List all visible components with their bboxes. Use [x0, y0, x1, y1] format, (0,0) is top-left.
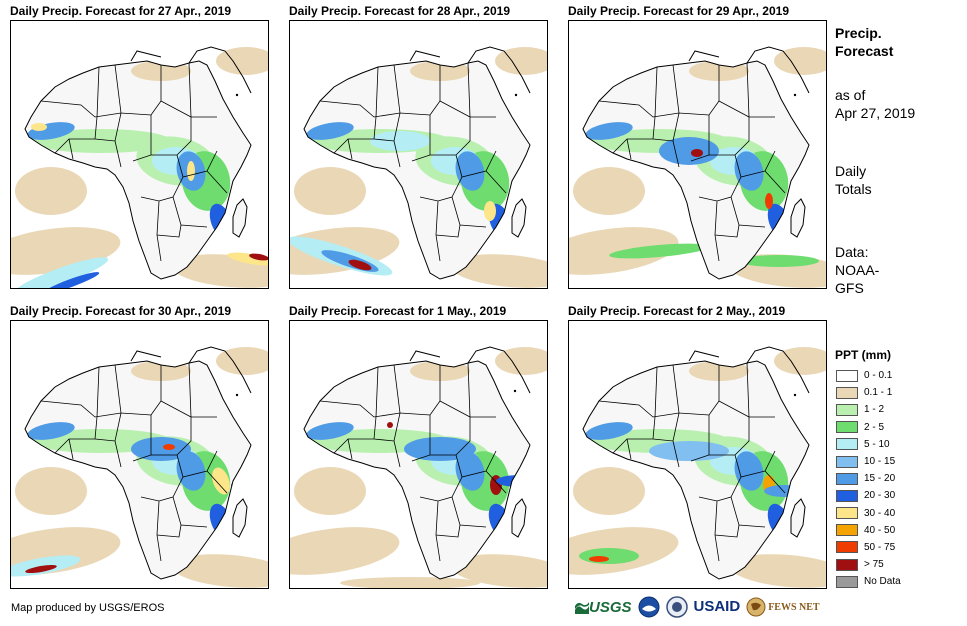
map-panel-6: [568, 320, 827, 589]
fews-logo: FEWS NET: [746, 597, 820, 617]
legend-label: 1 - 2: [864, 404, 885, 416]
africa-map: [11, 321, 268, 588]
legend-label: 30 - 40: [864, 507, 896, 519]
legend-label: 40 - 50: [864, 524, 896, 536]
noaa-logo-icon: [638, 596, 660, 618]
legend-item: No Data: [836, 573, 901, 590]
usgs-wave-icon: [575, 602, 589, 614]
panel-title-6: Daily Precip. Forecast for 2 May., 2019: [568, 304, 786, 318]
africa-map: [290, 321, 547, 588]
legend-item: 50 - 75: [836, 539, 901, 556]
africa-map: [569, 321, 826, 588]
legend-label: 0 - 0.1: [864, 370, 893, 382]
map-panel-5: [289, 320, 548, 589]
usaid-logo: USAID: [693, 598, 741, 615]
info-heading-line1: Precip.: [835, 25, 882, 41]
panel-title-5: Daily Precip. Forecast for 1 May., 2019: [289, 304, 507, 318]
legend-label: 15 - 20: [864, 473, 896, 485]
legend-label: 0.1 - 1: [864, 387, 893, 399]
africa-map: [290, 21, 547, 288]
fews-logo-text: FEWS NET: [768, 601, 820, 613]
legend-item: 10 - 15: [836, 453, 901, 470]
legend-item: 2 - 5: [836, 419, 901, 436]
legend-swatch: [836, 524, 858, 537]
legend-swatch: [836, 507, 858, 520]
legend-label: 10 - 15: [864, 456, 896, 468]
dhs-seal-icon: [665, 596, 688, 618]
legend-swatch: [836, 455, 858, 468]
africa-map: [569, 21, 826, 288]
info-data-line1: Data:: [835, 244, 869, 260]
legend-swatch: [836, 558, 858, 571]
africa-map: [11, 21, 268, 288]
legend-item: 0 - 0.1: [836, 367, 901, 384]
map-panel-1: [10, 20, 269, 289]
info-asof: as of Apr 27, 2019: [835, 86, 915, 122]
info-totals-line2: Totals: [835, 181, 872, 197]
panel-title-1: Daily Precip. Forecast for 27 Apr., 2019: [10, 4, 231, 18]
info-data-line3: GFS: [835, 280, 864, 296]
map-panel-2: [289, 20, 548, 289]
legend-item: 40 - 50: [836, 522, 901, 539]
legend-swatch: [836, 421, 858, 434]
panel-title-3: Daily Precip. Forecast for 29 Apr., 2019: [568, 4, 789, 18]
legend-swatch: [836, 369, 858, 382]
legend-label: No Data: [864, 576, 901, 588]
legend-label: > 75: [864, 559, 884, 571]
panel-title-4: Daily Precip. Forecast for 30 Apr., 2019: [10, 304, 231, 318]
legend-swatch: [836, 489, 858, 502]
map-panel-4: [10, 320, 269, 589]
info-asof-line2: Apr 27, 2019: [835, 105, 916, 121]
legend-label: 5 - 10: [864, 438, 890, 450]
info-asof-line1: as of: [835, 87, 866, 103]
legend-swatch: [836, 541, 858, 554]
legend-swatch: [836, 472, 858, 485]
legend-label: 20 - 30: [864, 490, 896, 502]
legend-item: > 75: [836, 556, 901, 573]
legend-swatch: [836, 403, 858, 416]
logo-strip: USGS USAID FEWS NET: [575, 594, 820, 620]
info-totals-line1: Daily: [835, 163, 867, 179]
legend: 0 - 0.1 0.1 - 1 1 - 2 2 - 5 5 - 10 10 - 15 15 …: [836, 367, 901, 590]
legend-item: 1 - 2: [836, 401, 901, 418]
usgs-logo-text: USGS: [589, 598, 632, 616]
legend-item: 30 - 40: [836, 505, 901, 522]
legend-swatch: [836, 575, 858, 588]
legend-swatch: [836, 386, 858, 399]
legend-item: 20 - 30: [836, 487, 901, 504]
info-data-line2: NOAA-: [835, 262, 880, 278]
usgs-logo: USGS: [575, 599, 632, 616]
usaid-logo-text: USAID: [693, 598, 741, 615]
panel-title-2: Daily Precip. Forecast for 28 Apr., 2019: [289, 4, 510, 18]
legend-item: 15 - 20: [836, 470, 901, 487]
fews-globe-icon: [746, 597, 766, 617]
legend-item: 5 - 10: [836, 436, 901, 453]
legend-title: PPT (mm): [835, 348, 892, 362]
legend-item: 0.1 - 1: [836, 384, 901, 401]
info-totals: Daily Totals: [835, 162, 872, 198]
legend-label: 2 - 5: [864, 421, 885, 433]
info-data: Data: NOAA- GFS: [835, 243, 879, 297]
legend-label: 50 - 75: [864, 541, 896, 553]
map-panel-3: [568, 20, 827, 289]
legend-swatch: [836, 438, 858, 451]
info-heading: Precip. Forecast: [835, 24, 893, 60]
info-heading-line2: Forecast: [835, 43, 894, 59]
credit-text: Map produced by USGS/EROS: [11, 602, 165, 614]
